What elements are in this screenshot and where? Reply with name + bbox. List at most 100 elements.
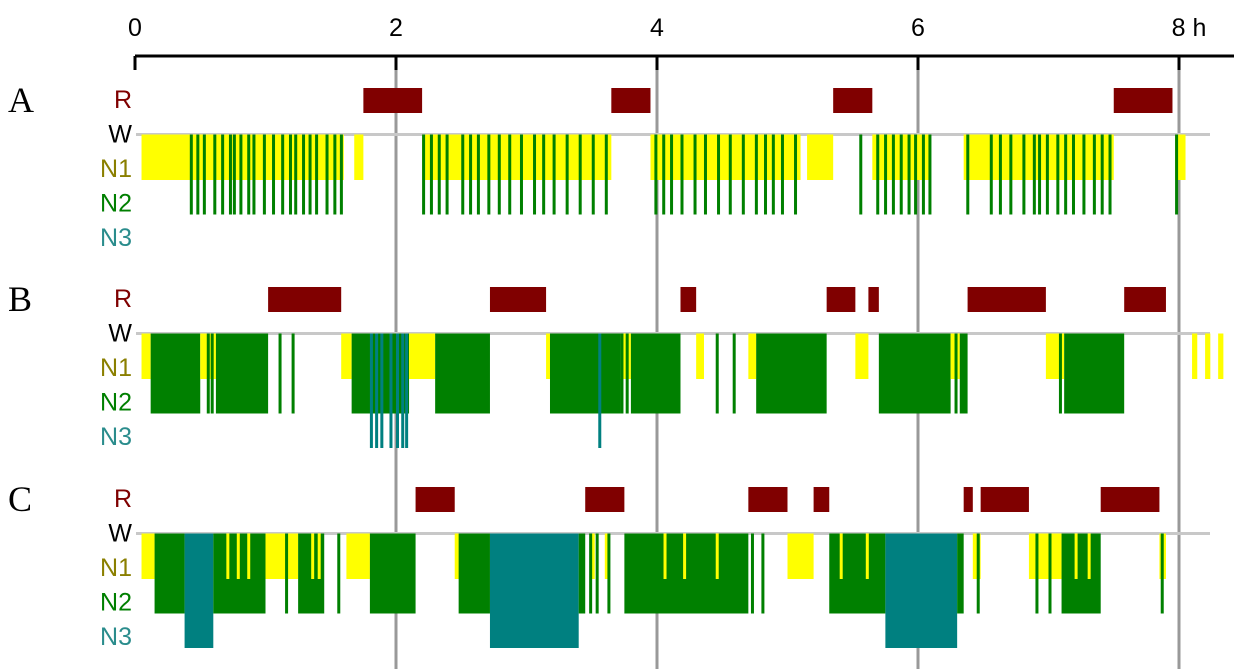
stage-spike-n2 [717,134,721,215]
rem-block [980,487,1029,512]
stage-spike-n2 [998,134,1002,215]
x-tick-label: 8 h [1172,14,1207,42]
stage-spike-n2 [508,134,512,215]
stage-spike-n2 [333,134,337,215]
sleep-block-n2 [578,533,586,614]
stage-spike-n2 [258,333,262,414]
sleep-block-n1 [1192,333,1198,379]
stage-label-n2: N2 [100,190,132,218]
stage-spike-n2 [252,333,256,414]
stage-spike-n2 [1022,134,1026,215]
stage-spike-n2 [533,134,537,215]
stage-spike-n2 [1056,134,1060,215]
stage-spike-n2 [914,134,918,215]
stage-spike-n2 [445,134,449,215]
sleep-block-n2 [435,333,490,414]
stage-spike-n2 [1175,134,1179,215]
sleep-block-n1 [855,333,869,379]
stage-label-n1: N1 [100,155,132,183]
stage-label-n3: N3 [100,623,132,651]
stage-spike-n2 [429,134,433,215]
stage-spike-n2 [497,134,501,215]
stage-spike-n1 [839,533,843,579]
sleep-block-n1 [1218,333,1224,379]
stage-spike-n2 [976,533,980,614]
sleep-block-n1 [265,533,299,579]
stage-spike-n2 [1035,533,1039,614]
stage-spike-n2 [620,333,624,414]
sleep-block-n1 [141,333,151,379]
sleep-block-n1 [650,134,801,180]
stage-spike-n3 [389,333,393,448]
sleep-block-n1 [346,533,370,579]
x-tick-label: 4 [650,14,664,42]
sleep-block-n2 [150,333,201,414]
stage-spike-n2 [754,134,758,215]
sleep-block-n2 [878,333,951,414]
stage-spike-n2 [771,134,775,215]
sleep-block-n1 [1028,533,1062,579]
stage-spike-n2 [1100,134,1104,215]
stage-label-n1: N1 [100,354,132,382]
stage-spike-n2 [928,134,932,215]
stage-spike-n2 [247,134,251,215]
sleep-block-n1 [454,533,462,579]
stage-spike-n2 [625,333,629,414]
sleep-block-n1 [696,333,704,379]
stage-spike-n2 [954,333,958,414]
stage-spike-n2 [604,134,608,215]
x-tick-label: 0 [128,14,142,42]
stage-spike-n2 [1064,134,1068,215]
sleep-block-n1 [341,333,352,379]
stage-spike-n2 [1160,533,1164,614]
stage-spike-n2 [921,134,925,215]
stage-spike-n2 [288,134,292,215]
stage-spike-n1 [236,533,240,579]
stage-spike-n1 [226,533,230,579]
stage-spike-n2 [422,134,426,215]
stage-label-n2: N2 [100,589,132,617]
stage-spike-n2 [308,134,312,215]
rem-block [489,287,547,312]
stage-spike-n2 [741,134,745,215]
stage-spike-n2 [213,134,217,215]
stage-spike-n2 [458,533,462,614]
sleep-block-n1 [1175,134,1186,180]
sleep-block-n2 [829,533,886,614]
stage-spike-n2 [1068,533,1072,614]
stage-spike-n2 [315,134,319,215]
stage-spike-n2 [1032,134,1036,215]
rem-block [363,88,423,113]
stage-spike-n2 [437,134,441,215]
sleep-block-n3 [489,533,579,648]
stage-spike-n2 [670,134,674,215]
stage-spike-n3 [405,333,409,448]
sleep-block-n3 [885,533,958,648]
stage-spike-n2 [989,134,993,215]
stage-spike-n2 [228,134,232,215]
sleep-block-n1 [422,134,612,180]
sleep-block-n1 [1205,333,1211,379]
stage-spike-n2 [239,134,243,215]
x-tick-label: 2 [389,14,403,42]
stage-spike-n1 [311,533,315,579]
stage-spike-n2 [780,134,784,215]
stage-spike-n2 [210,333,214,414]
sleep-block-n2 [369,533,416,614]
stage-spike-n2 [891,134,895,215]
stage-spike-n2 [732,333,736,414]
stage-spike-n3 [369,333,373,448]
stage-spike-n1 [715,533,719,579]
stage-spike-n2 [291,333,295,414]
sleep-block-n1 [748,333,757,379]
stage-spike-n2 [189,134,193,215]
sleep-block-n1 [141,134,344,180]
sleep-block-n2 [756,333,827,414]
stage-spike-n1 [591,533,595,579]
stage-spike-n2 [607,533,611,614]
stage-spike-n2 [476,134,480,215]
stage-spike-n3 [380,333,384,448]
stage-spike-n2 [1082,134,1086,215]
stage-spike-n2 [281,134,285,215]
